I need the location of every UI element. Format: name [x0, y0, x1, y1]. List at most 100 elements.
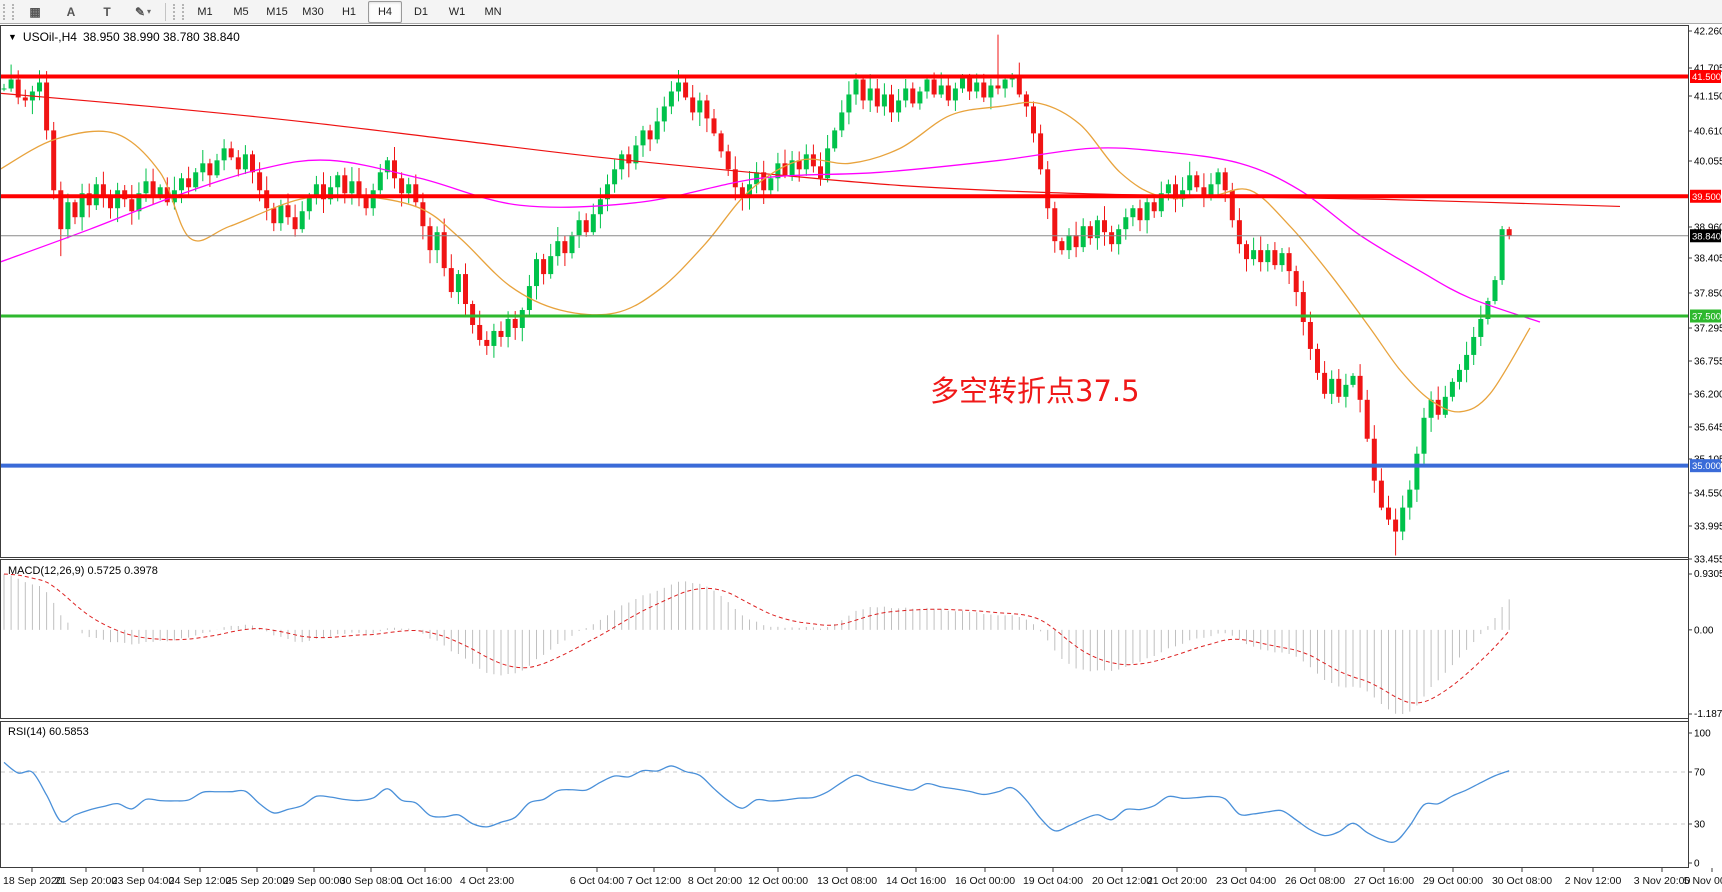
price-badge-38.840: 38.840: [1690, 229, 1721, 243]
text-label-button[interactable]: A: [54, 1, 88, 23]
candle-body: [825, 148, 831, 179]
candle-body: [988, 85, 994, 98]
candle-body: [860, 79, 866, 101]
price-tick-label: 38.960: [1694, 223, 1722, 234]
timeframe-button-m1[interactable]: M1: [197, 5, 213, 18]
chart-text-annotation[interactable]: 多空转折点37.5: [930, 374, 1140, 408]
candle-body: [1187, 175, 1193, 191]
candle-body: [576, 220, 582, 236]
candle-body: [1506, 229, 1512, 236]
candle-body: [541, 259, 547, 275]
candle-body: [1300, 292, 1306, 322]
candle-body: [278, 205, 284, 224]
time-tick-label: 5 Nov 00:00: [1684, 875, 1722, 887]
candle-body: [967, 76, 973, 92]
timeframe-button-h4[interactable]: H4: [368, 0, 402, 23]
toolbar-grip[interactable]: [3, 3, 14, 20]
candle-body: [115, 190, 121, 209]
candle-body: [250, 154, 255, 173]
candle-body: [1144, 202, 1150, 221]
timeframe-button-h1[interactable]: H1: [341, 5, 357, 18]
rsi-axis-label: 0: [1694, 859, 1700, 870]
main-chart-panel[interactable]: [0, 25, 1689, 558]
price-tick-label: 36.200: [1694, 390, 1722, 401]
candle-body: [1293, 271, 1299, 293]
macd-label: MACD(12,26,9) 0.5725 0.3978: [8, 565, 158, 577]
candle-body: [136, 193, 142, 212]
text-label-icon: A: [66, 4, 76, 19]
candle-body: [704, 100, 710, 119]
candle-body: [697, 100, 703, 113]
candle-body: [65, 202, 71, 230]
candle-body: [1386, 507, 1391, 520]
timeframe-button-w1[interactable]: W1: [448, 5, 466, 18]
candle-body: [1201, 187, 1207, 197]
timeframe-button-m30[interactable]: M30: [302, 5, 324, 18]
indicators-button[interactable]: ▦: [18, 1, 52, 23]
svg-text:35.000: 35.000: [1692, 461, 1721, 472]
candle-body: [349, 181, 355, 194]
dropdown-caret-icon[interactable]: ▾: [147, 7, 152, 16]
candle-body: [995, 85, 1001, 89]
candle-body: [1400, 507, 1406, 532]
candle-body: [818, 166, 823, 179]
time-tick-label: 23 Oct 04:00: [1216, 875, 1276, 887]
candle-body: [100, 184, 106, 197]
candle-body: [399, 178, 405, 194]
candle-body: [1151, 202, 1157, 212]
rsi-panel[interactable]: [0, 721, 1689, 868]
timeframe-button-d1[interactable]: D1: [413, 5, 429, 18]
candle-body: [1378, 480, 1384, 508]
candle-body: [661, 106, 667, 122]
candle-body: [1499, 229, 1505, 281]
time-tick-label: 27 Oct 16:00: [1354, 875, 1414, 887]
candle-body: [889, 94, 894, 113]
price-tick-label: 42.260: [1694, 27, 1722, 38]
candle-body: [1307, 321, 1313, 349]
candle-body: [676, 82, 681, 92]
candle-body: [37, 82, 42, 92]
candle-body: [874, 88, 880, 107]
price-badge-39.500: 39.500: [1690, 189, 1721, 203]
candle-body: [1428, 399, 1434, 418]
svg-text:37.500: 37.500: [1692, 312, 1721, 323]
timeframe-button-m5[interactable]: M5: [233, 5, 249, 18]
timeframe-button-mn[interactable]: MN: [484, 5, 502, 18]
price-tick-label: 41.705: [1694, 64, 1722, 75]
macd-axis-max: 0.9305: [1694, 569, 1722, 580]
candle-body: [498, 330, 504, 337]
candle-body: [810, 154, 816, 167]
candle-body: [299, 211, 305, 230]
candle-body: [200, 163, 206, 173]
candle-body: [1435, 399, 1441, 415]
text-box-icon: T: [103, 4, 111, 19]
time-tick-label: 29 Sep 00:00: [283, 875, 346, 887]
candle-body: [739, 187, 745, 197]
timeframe-toolbar-grip[interactable]: [173, 3, 184, 20]
candle-body: [910, 88, 916, 104]
candle-body: [1350, 375, 1356, 385]
collapse-arrow-icon[interactable]: ▼: [8, 32, 17, 42]
candle-body: [86, 193, 92, 206]
draw-styles-button[interactable]: ✎ ▾: [126, 1, 160, 23]
candle-body: [1116, 229, 1122, 245]
timeframe-button-m15[interactable]: M15: [266, 5, 288, 18]
candle-body: [1322, 372, 1328, 394]
toolbar-separator: [165, 2, 166, 21]
candle-body: [590, 214, 596, 233]
chart-canvas[interactable]: 42.260 41.705 41.150 40.610 40.055 38.960 38.4…: [0, 24, 1722, 892]
candle-body: [1393, 519, 1399, 532]
candle-body: [413, 184, 419, 203]
macd-axis-min: -1.1878: [1694, 709, 1722, 720]
candle-body: [1052, 208, 1058, 242]
symbol-header: ▼ USOil-,H4 38.950 38.990 38.780 38.840: [8, 30, 240, 44]
candle-body: [1173, 184, 1178, 200]
macd-panel[interactable]: [0, 559, 1689, 719]
candle-body: [761, 172, 767, 191]
candle-body: [1236, 220, 1242, 245]
candle-body: [427, 226, 433, 251]
text-box-button[interactable]: T: [90, 1, 124, 23]
candle-body: [519, 310, 525, 328]
